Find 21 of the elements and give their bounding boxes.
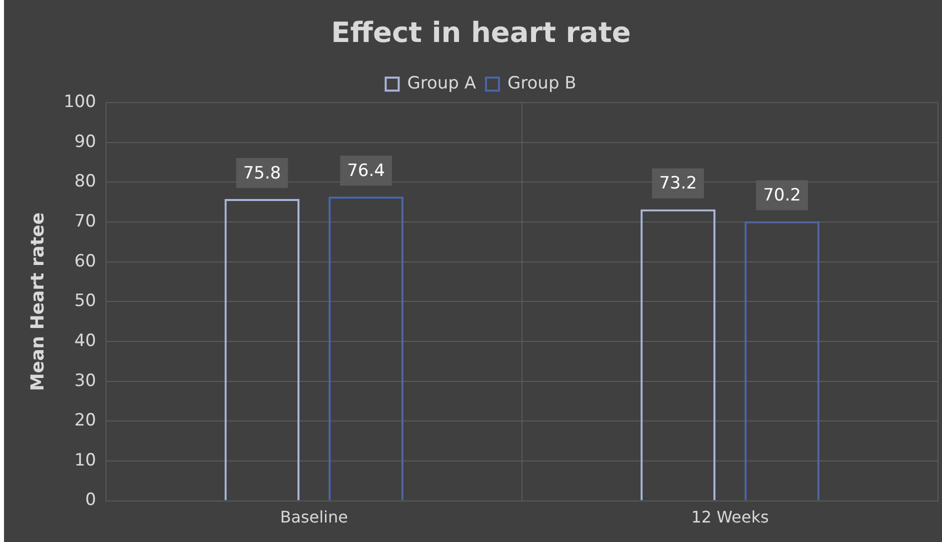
- y-tick-label: 30: [74, 370, 96, 391]
- chart-title: Effect in heart rate: [331, 16, 631, 50]
- data-label: 73.2: [659, 174, 697, 194]
- y-tick-label: 50: [74, 291, 96, 312]
- y-axis-title: Mean Heart ratee: [27, 212, 48, 391]
- y-tick-label: 40: [74, 330, 96, 351]
- y-tick-label: 90: [74, 132, 96, 152]
- y-tick-label: 100: [64, 92, 96, 112]
- y-tick-label: 70: [74, 211, 96, 232]
- legend-label: Group B: [507, 74, 576, 94]
- x-tick-label: 12 Weeks: [691, 508, 769, 527]
- y-tick-label: 60: [74, 251, 96, 272]
- data-label: 75.8: [243, 163, 281, 184]
- y-tick-label: 20: [74, 410, 96, 431]
- data-label: 76.4: [347, 160, 385, 181]
- legend-label: Group A: [407, 74, 476, 94]
- y-tick-label: 10: [74, 450, 96, 470]
- x-tick-label: Baseline: [280, 508, 348, 527]
- y-tick-label: 0: [85, 490, 96, 510]
- y-tick-label: 80: [74, 172, 96, 192]
- data-label: 70.2: [763, 186, 801, 206]
